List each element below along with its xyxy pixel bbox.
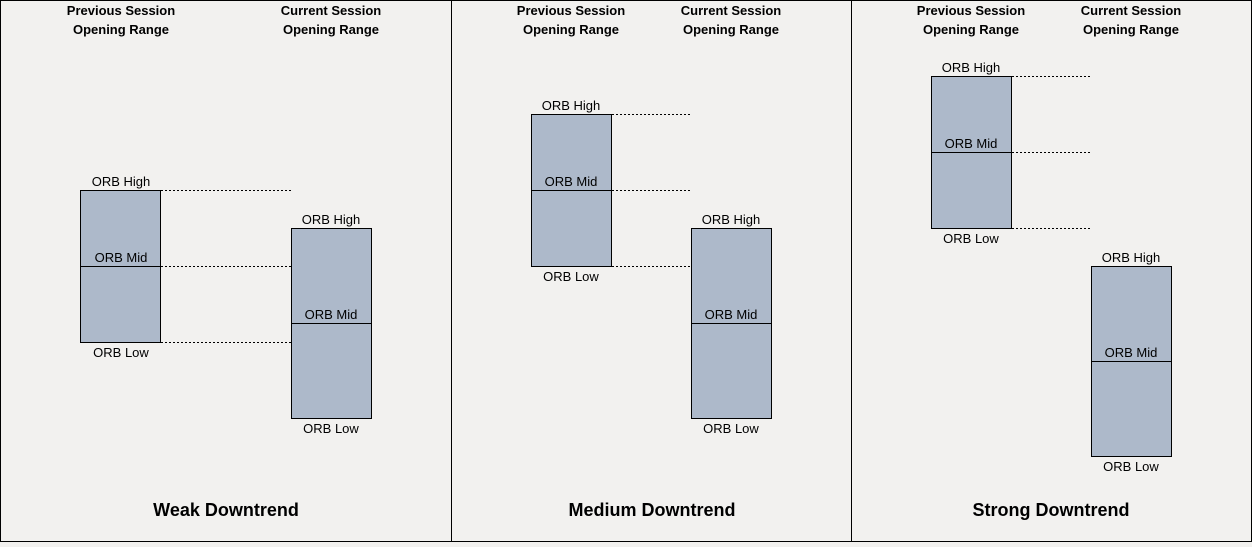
curr-orb-mid-label: ORB Mid xyxy=(1105,345,1158,360)
panel-title: Medium Downtrend xyxy=(569,500,736,520)
panel-weak-downtrend: Previous Session Opening Range Current S… xyxy=(67,3,381,520)
curr-header-line2: Opening Range xyxy=(683,22,779,37)
prev-orb-mid-label: ORB Mid xyxy=(545,174,598,189)
curr-header-line1: Current Session xyxy=(1081,3,1181,18)
panel-medium-downtrend: Previous Session Opening Range Current S… xyxy=(517,3,781,520)
prev-header-line1: Previous Session xyxy=(917,3,1025,18)
prev-header-line1: Previous Session xyxy=(67,3,175,18)
prev-header-line2: Opening Range xyxy=(523,22,619,37)
curr-orb-high-label: ORB High xyxy=(302,212,361,227)
panel-title: Strong Downtrend xyxy=(973,500,1130,520)
curr-orb-low-label: ORB Low xyxy=(303,421,359,436)
prev-header-line2: Opening Range xyxy=(923,22,1019,37)
panel-title: Weak Downtrend xyxy=(153,500,299,520)
prev-orb-low-label: ORB Low xyxy=(543,269,599,284)
curr-orb-low-label: ORB Low xyxy=(1103,459,1159,474)
prev-orb-mid-label: ORB Mid xyxy=(945,136,998,151)
prev-orb-mid-label: ORB Mid xyxy=(95,250,148,265)
curr-orb-mid-label: ORB Mid xyxy=(305,307,358,322)
curr-orb-high-label: ORB High xyxy=(702,212,761,227)
curr-orb-mid-label: ORB Mid xyxy=(705,307,758,322)
prev-header-line1: Previous Session xyxy=(517,3,625,18)
prev-orb-high-label: ORB High xyxy=(92,174,151,189)
curr-orb-low-label: ORB Low xyxy=(703,421,759,436)
curr-header-line2: Opening Range xyxy=(283,22,379,37)
prev-orb-low-label: ORB Low xyxy=(943,231,999,246)
curr-header-line2: Opening Range xyxy=(1083,22,1179,37)
curr-orb-high-label: ORB High xyxy=(1102,250,1161,265)
prev-orb-high-label: ORB High xyxy=(542,98,601,113)
prev-orb-high-label: ORB High xyxy=(942,60,1001,75)
panel-strong-downtrend: Previous Session Opening Range Current S… xyxy=(917,3,1181,520)
curr-header-line1: Current Session xyxy=(681,3,781,18)
prev-orb-low-label: ORB Low xyxy=(93,345,149,360)
prev-header-line2: Opening Range xyxy=(73,22,169,37)
curr-header-line1: Current Session xyxy=(281,3,381,18)
